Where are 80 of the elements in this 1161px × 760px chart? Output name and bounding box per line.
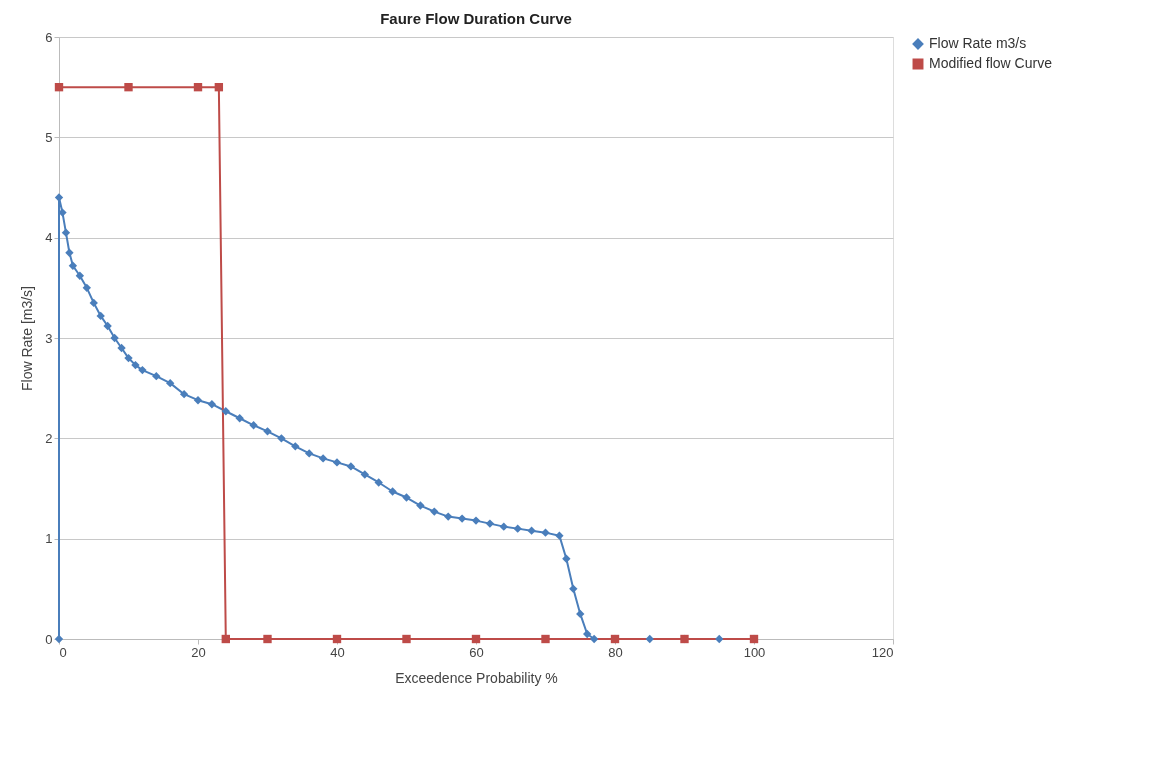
point bbox=[444, 512, 453, 521]
point bbox=[513, 524, 522, 533]
point bbox=[305, 449, 314, 458]
point bbox=[124, 82, 133, 92]
point bbox=[166, 378, 175, 388]
point bbox=[527, 526, 536, 535]
y-tick-label: 3 bbox=[45, 330, 53, 346]
point bbox=[75, 271, 85, 280]
point bbox=[124, 353, 133, 363]
y-tick-label: 2 bbox=[45, 430, 53, 446]
point bbox=[235, 414, 244, 423]
point bbox=[332, 458, 342, 467]
point bbox=[131, 360, 140, 370]
y-tick-label: 0 bbox=[45, 631, 53, 647]
x-tick-label: 20 bbox=[191, 644, 206, 660]
point bbox=[360, 470, 369, 479]
point bbox=[430, 507, 439, 516]
point bbox=[152, 371, 161, 381]
point bbox=[541, 634, 550, 644]
point bbox=[291, 442, 300, 451]
point bbox=[589, 634, 599, 644]
point bbox=[179, 390, 189, 399]
point bbox=[263, 427, 272, 436]
point bbox=[207, 400, 217, 409]
point bbox=[541, 528, 550, 537]
point bbox=[471, 634, 481, 644]
x-axis-title: Exceedence Probability % bbox=[395, 669, 558, 686]
point bbox=[332, 634, 342, 644]
x-tick-label: 60 bbox=[469, 644, 484, 660]
point bbox=[263, 634, 272, 644]
point bbox=[555, 531, 564, 540]
point bbox=[68, 261, 78, 270]
point bbox=[214, 82, 224, 92]
y-tick-label: 1 bbox=[45, 531, 53, 547]
point bbox=[249, 421, 258, 430]
y-axis-title: Flow Rate [m3/s] bbox=[19, 285, 36, 392]
point bbox=[138, 365, 147, 375]
point bbox=[96, 311, 105, 321]
chart-title: Faure Flow Duration Curve bbox=[380, 10, 572, 27]
point bbox=[374, 478, 383, 487]
y-tick-label: 5 bbox=[45, 129, 53, 145]
point bbox=[471, 516, 481, 525]
legend-label: Flow Rate m3/s bbox=[929, 35, 1027, 51]
point bbox=[54, 82, 64, 92]
point bbox=[117, 343, 126, 353]
point bbox=[82, 283, 91, 293]
point bbox=[402, 493, 411, 502]
point bbox=[110, 333, 119, 343]
point bbox=[346, 462, 356, 471]
x-tick-label: 120 bbox=[871, 644, 894, 660]
y-tick-label: 4 bbox=[45, 230, 53, 246]
point bbox=[277, 434, 286, 443]
point bbox=[61, 228, 71, 237]
point bbox=[388, 487, 397, 496]
point bbox=[103, 321, 112, 331]
point bbox=[569, 584, 578, 594]
x-tick-label: 80 bbox=[608, 644, 623, 660]
y-tick-label: 6 bbox=[45, 29, 53, 45]
x-tick-label: 100 bbox=[743, 644, 766, 660]
point bbox=[65, 248, 74, 257]
x-tick-label: 0 bbox=[59, 644, 67, 660]
point bbox=[193, 82, 203, 92]
x-tick-label: 40 bbox=[330, 644, 345, 660]
point bbox=[457, 514, 467, 523]
point bbox=[416, 501, 425, 510]
point bbox=[583, 629, 592, 639]
point bbox=[221, 407, 230, 416]
point bbox=[89, 298, 98, 308]
point bbox=[402, 634, 411, 644]
legend-label: Modified flow Curve bbox=[929, 55, 1053, 71]
point bbox=[715, 634, 724, 644]
point bbox=[562, 554, 571, 563]
point bbox=[499, 522, 508, 531]
point bbox=[645, 634, 654, 644]
point bbox=[576, 609, 585, 619]
point bbox=[318, 454, 328, 463]
point bbox=[193, 396, 203, 405]
point bbox=[221, 634, 230, 644]
point bbox=[485, 519, 495, 528]
point bbox=[54, 193, 64, 202]
